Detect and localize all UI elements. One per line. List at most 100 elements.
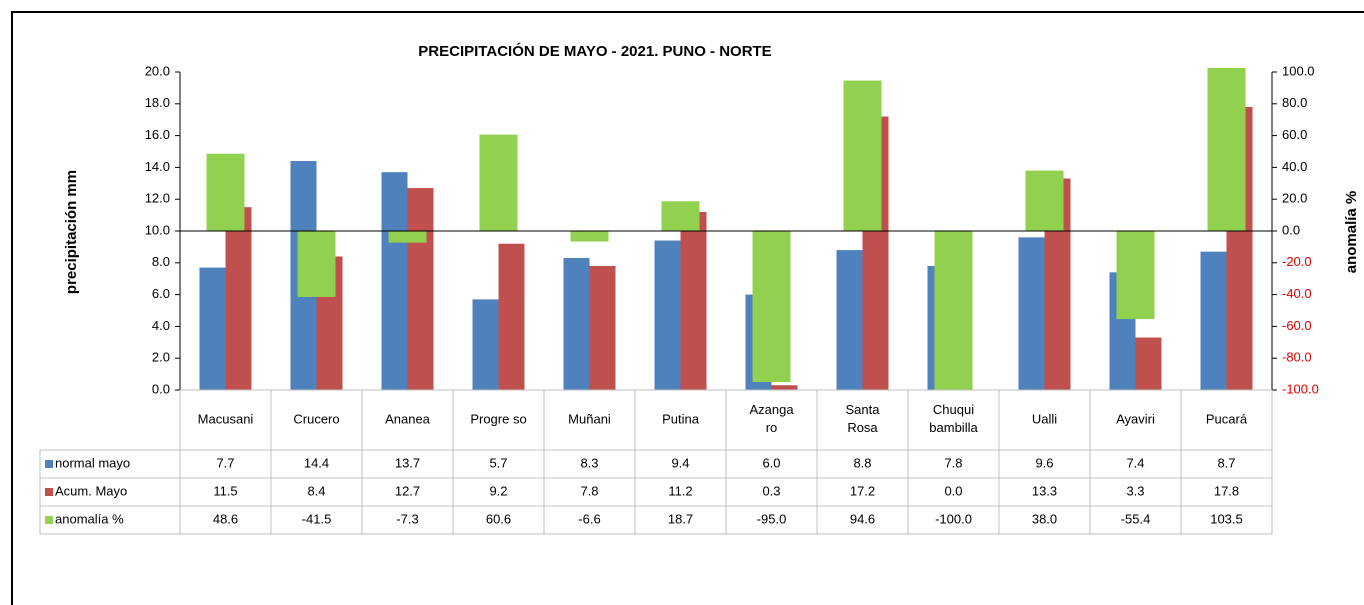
x-tick-label: Muñani [568, 411, 611, 426]
table-cell: 6.0 [762, 455, 780, 470]
x-tick-label: Pucará [1206, 411, 1248, 426]
legend-key [45, 516, 53, 524]
bar [1135, 337, 1162, 390]
bar [1116, 231, 1155, 320]
bar [771, 385, 798, 390]
bar [225, 207, 252, 390]
y2-tick-label: -80.0 [1282, 350, 1312, 365]
table-cell: 11.2 [668, 483, 692, 498]
y-tick-label: 18.0 [145, 95, 170, 110]
bar [1200, 251, 1227, 390]
y-tick-label: 0.0 [152, 381, 170, 396]
table-cell: 9.2 [489, 483, 507, 498]
bar [654, 240, 681, 390]
table-cell: 11.5 [213, 483, 237, 498]
x-tick-label: Progre so [470, 411, 526, 426]
table-cell: 38.0 [1032, 511, 1057, 526]
x-tick-label: Ualli [1032, 411, 1057, 426]
table-cell: 0.0 [944, 483, 962, 498]
table-cell: 8.7 [1217, 455, 1235, 470]
bar [1018, 237, 1045, 390]
bar [1025, 170, 1064, 231]
bar [934, 231, 973, 390]
x-tick-label: Ananea [385, 411, 431, 426]
table-cell: 12.7 [395, 483, 420, 498]
x-tick-label: Azanga ro [749, 402, 794, 435]
y-tick-label: 2.0 [152, 350, 170, 365]
bar [199, 267, 226, 390]
table-cell: 7.8 [944, 455, 962, 470]
legend-label: anomalía % [55, 511, 124, 526]
table-cell: 7.4 [1126, 455, 1144, 470]
bar [388, 231, 427, 243]
y-tick-label: 4.0 [152, 318, 170, 333]
y2-tick-label: -60.0 [1282, 318, 1312, 333]
legend-key [45, 460, 53, 468]
y-tick-label: 14.0 [145, 159, 170, 174]
table-cell: -6.6 [578, 511, 600, 526]
y-tick-label: 6.0 [152, 286, 170, 301]
bar [1207, 68, 1246, 231]
table-cell: 9.4 [671, 455, 689, 470]
y2-tick-label: -40.0 [1282, 286, 1312, 301]
table-cell: 94.6 [850, 511, 875, 526]
bar [472, 299, 499, 390]
table-cell: 3.3 [1126, 483, 1144, 498]
y2-tick-label: 80.0 [1282, 95, 1307, 110]
x-tick-label: Chuqui bambilla [929, 402, 978, 435]
y2-tick-label: 40.0 [1282, 159, 1307, 174]
table-cell: 8.4 [307, 483, 325, 498]
table-cell: 60.6 [486, 511, 511, 526]
table-cell: -7.3 [396, 511, 418, 526]
bars [199, 68, 1253, 390]
bar [407, 188, 434, 390]
bar [661, 201, 700, 231]
y2-tick-label: 100.0 [1282, 63, 1315, 78]
bar [570, 231, 609, 242]
table-cell: 9.6 [1035, 455, 1053, 470]
y-tick-label: 16.0 [145, 127, 170, 142]
legend-label: Acum. Mayo [55, 483, 127, 498]
table-cell: 8.8 [853, 455, 871, 470]
table-cell: 7.8 [580, 483, 598, 498]
y-tick-label: 20.0 [145, 63, 170, 78]
bar [381, 172, 408, 390]
bar [479, 134, 518, 231]
y2-tick-label: -20.0 [1282, 254, 1312, 269]
x-tick-label: Macusani [198, 411, 254, 426]
y-tick-label: 12.0 [145, 191, 170, 206]
table-cell: 103.5 [1210, 511, 1243, 526]
table-cell: -100.0 [935, 511, 972, 526]
y-tick-label: 8.0 [152, 254, 170, 269]
bar [563, 258, 590, 390]
y2-tick-label: 60.0 [1282, 127, 1307, 142]
bar [206, 153, 245, 231]
bar [843, 80, 882, 231]
bar [297, 231, 336, 297]
table-cell: 13.7 [395, 455, 420, 470]
table-cell: 18.7 [668, 511, 693, 526]
x-tick-label: Santa Rosa [846, 402, 881, 435]
table-cell: -95.0 [757, 511, 787, 526]
table-cell: 17.2 [850, 483, 875, 498]
y2-tick-label: -100.0 [1282, 381, 1319, 396]
table-cell: 7.7 [216, 455, 234, 470]
table-cell: 0.3 [762, 483, 780, 498]
bar [589, 265, 616, 390]
legend-key [45, 488, 53, 496]
chart-title: PRECIPITACIÓN DE MAYO - 2021. PUNO - NOR… [418, 42, 771, 60]
table-cell: 48.6 [213, 511, 238, 526]
bar [498, 243, 525, 390]
legend-label: normal mayo [55, 455, 130, 470]
bar [836, 250, 863, 390]
y2-axis-label: anomalía % [1343, 191, 1360, 274]
table-cell: 14.4 [304, 455, 329, 470]
table-cell: 8.3 [580, 455, 598, 470]
bar [680, 211, 707, 390]
y2-tick-label: 0.0 [1282, 222, 1300, 237]
table-cell: 17.8 [1214, 483, 1239, 498]
x-tick-label: Putina [662, 411, 700, 426]
table-cell: -55.4 [1121, 511, 1151, 526]
x-tick-label: Ayaviri [1116, 411, 1155, 426]
y2-tick-label: 20.0 [1282, 191, 1307, 206]
